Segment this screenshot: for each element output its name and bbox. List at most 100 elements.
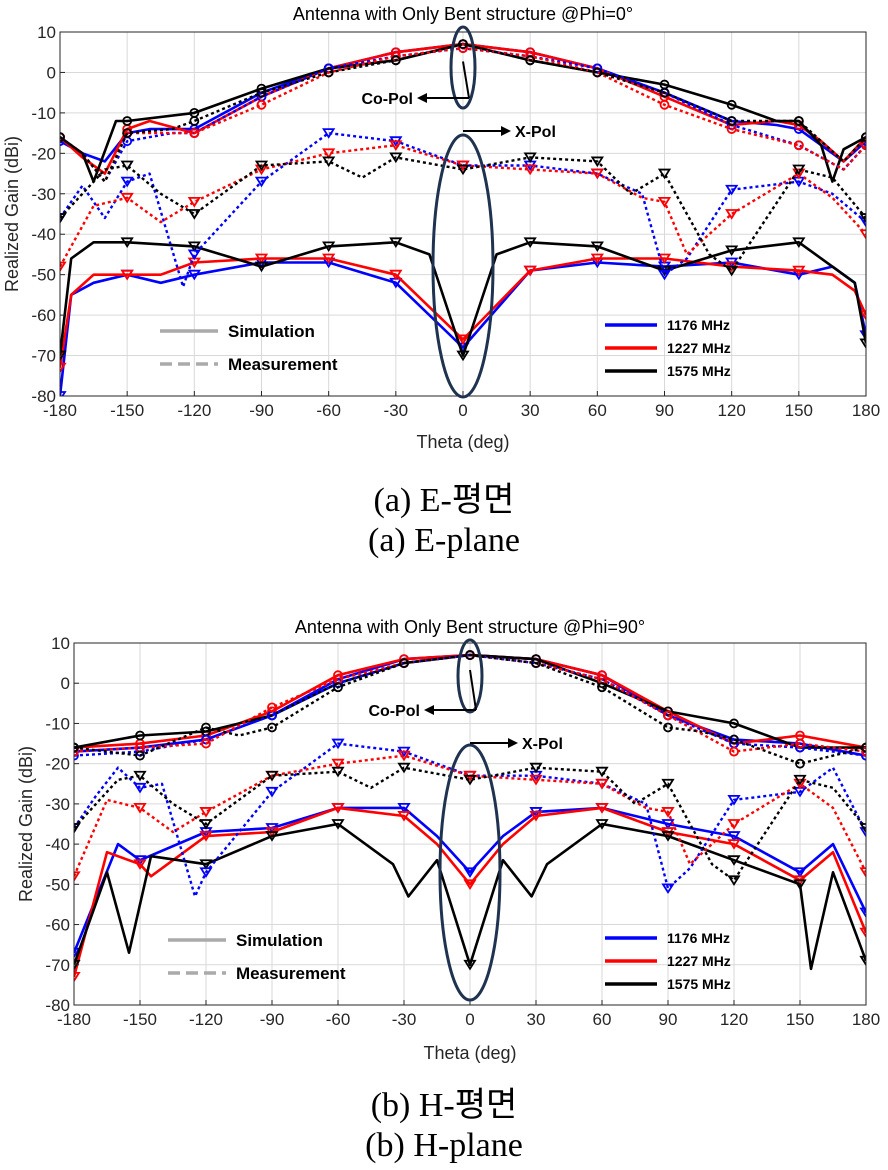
data-point-marker [135, 750, 145, 761]
data-point-marker [397, 750, 411, 762]
data-point-marker [74, 823, 81, 834]
y-tick-label: -80 [31, 387, 56, 406]
x-tick-label: 60 [588, 401, 607, 420]
data-point-marker [120, 176, 134, 188]
data-point-marker [133, 803, 147, 814]
data-point-marker [397, 811, 411, 822]
data-point-marker [661, 883, 675, 895]
x-tick-label: -180 [57, 1010, 91, 1029]
x-pol-ellipse [438, 743, 502, 1002]
x-tick-label: 30 [527, 1010, 546, 1029]
data-point-marker [322, 148, 336, 160]
y-axis-label: Realized Gain (dBi) [16, 746, 36, 902]
x-tick-label: -150 [110, 401, 144, 420]
data-point-marker [727, 855, 741, 866]
co-pol-arrow-stem [469, 669, 477, 711]
caption-b-korean: (b) H-평면 [370, 1087, 518, 1124]
x-tick-label: -60 [326, 1010, 351, 1029]
y-tick-label: -30 [45, 795, 70, 814]
data-point-marker [859, 229, 866, 240]
co-pol-arrow-stem [462, 61, 470, 99]
data-point-marker [793, 140, 804, 151]
series-line-1227-mhz-x-meas [60, 143, 866, 268]
x-tick-label: 120 [720, 1010, 748, 1029]
data-point-marker [120, 192, 134, 204]
data-point-marker [529, 774, 543, 786]
series-line-1176-mhz-x-meas [60, 131, 866, 288]
y-tick-label: -50 [45, 875, 70, 894]
data-point-marker [861, 132, 866, 143]
caption-b-english: (b) H-plane [365, 1127, 523, 1164]
data-point-marker [793, 774, 807, 786]
x-tick-label: -120 [177, 401, 211, 420]
data-point-marker [657, 253, 672, 265]
data-point-marker [595, 803, 609, 814]
data-point-marker [456, 164, 470, 176]
x-tick-label: 30 [521, 401, 540, 420]
data-point-marker [729, 734, 739, 745]
data-point-marker [201, 722, 211, 733]
data-point-marker [726, 99, 737, 110]
data-point-marker [199, 819, 213, 830]
data-point-marker [523, 265, 537, 277]
co-pol-label: Co-Pol [368, 703, 420, 720]
data-point-marker [725, 245, 739, 257]
co-pol-arrow-head [424, 705, 434, 715]
legend-measurement-label: Measurement [228, 355, 338, 374]
data-point-marker [456, 350, 470, 362]
data-point-marker [725, 265, 739, 277]
data-point-marker [74, 947, 81, 959]
data-point-marker [254, 176, 269, 188]
x-pol-arrow-head [508, 738, 518, 748]
data-point-marker [592, 67, 603, 78]
data-point-marker [187, 209, 201, 220]
data-point-marker [663, 722, 673, 733]
x-tick-label: -60 [316, 401, 341, 420]
chart-e-plane: -180 -150 -120 -90 -60 -30 0 30 60 90 120 150 180 -80… [2, 4, 880, 452]
x-tick-label: -120 [189, 1010, 223, 1029]
data-point-marker [590, 253, 604, 265]
data-point-marker [859, 823, 866, 834]
series-line-1227-mhz-x-sim [74, 806, 866, 978]
series-line-1575-mhz-x-meas [60, 156, 866, 272]
data-point-marker [861, 746, 866, 757]
co-pol-arrow-head [417, 93, 427, 103]
data-point-marker [199, 807, 213, 818]
data-point-marker [592, 63, 603, 74]
data-point-marker [74, 750, 79, 761]
series-line-1176-mhz-co-meas [60, 47, 866, 183]
data-point-marker [523, 164, 537, 176]
data-point-marker [189, 116, 200, 126]
data-point-marker [322, 241, 336, 253]
data-point-marker [590, 156, 604, 168]
series-line-1575-mhz-x-sim [74, 822, 866, 971]
data-point-marker [399, 658, 409, 669]
data-point-marker [859, 867, 866, 878]
data-point-marker [267, 722, 277, 733]
legend-label-2: 1575 MHz [667, 976, 731, 992]
y-tick-label: -70 [31, 347, 56, 366]
co-pol-label: Co-Pol [361, 91, 413, 108]
data-point-marker [729, 746, 739, 757]
data-point-marker [331, 738, 345, 750]
data-point-marker [133, 859, 147, 870]
x-pol-label: X-Pol [522, 736, 563, 753]
x-tick-label: 150 [786, 1010, 814, 1029]
data-point-marker [661, 831, 675, 842]
data-point-marker [135, 730, 145, 741]
data-point-marker [265, 786, 279, 798]
legend-label-2: 1575 MHz [667, 363, 731, 379]
y-tick-label: -10 [31, 104, 56, 123]
series-line-1227-mhz-x-sim [60, 257, 866, 368]
data-point-marker [267, 702, 277, 713]
data-point-marker [657, 196, 672, 208]
data-point-marker [456, 334, 470, 346]
data-point-marker [187, 269, 201, 281]
data-point-marker [322, 156, 336, 168]
data-point-marker [463, 774, 477, 786]
legend-label-1: 1227 MHz [667, 953, 731, 969]
data-point-marker [331, 819, 345, 830]
data-point-marker [590, 168, 604, 180]
data-point-marker [725, 209, 739, 220]
y-tick-label: -20 [45, 755, 70, 774]
